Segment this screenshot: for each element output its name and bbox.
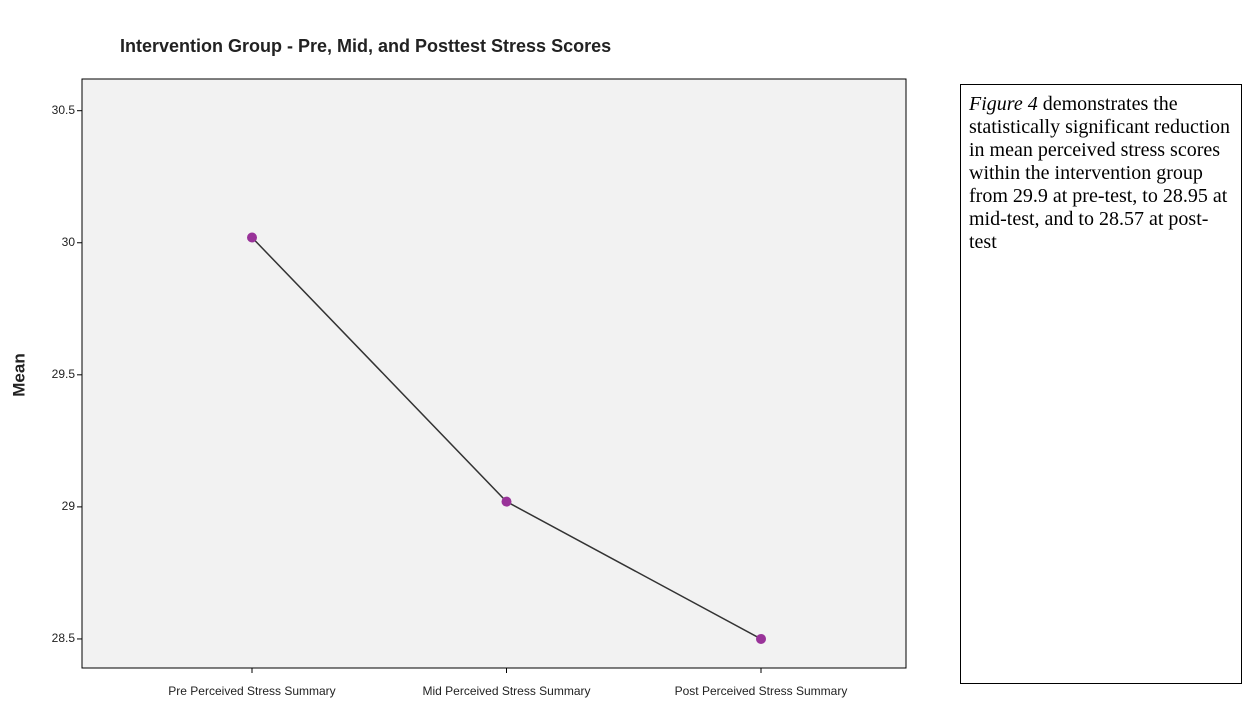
x-tick-label: Pre Perceived Stress Summary: [168, 684, 335, 698]
caption-box: Figure 4 demonstrates the statistically …: [960, 84, 1242, 684]
chart-title: Intervention Group - Pre, Mid, and Postt…: [120, 36, 611, 56]
y-tick-label: 29: [62, 499, 76, 513]
point: [756, 633, 766, 644]
x-tick-label: Post Perceived Stress Summary: [675, 684, 848, 698]
y-axis-label: Mean: [9, 353, 28, 396]
y-tick-label: 28.5: [52, 631, 76, 645]
point: [501, 496, 512, 507]
point: [247, 232, 257, 243]
y-tick-label: 29.5: [52, 367, 76, 381]
x-tick-label: Mid Perceived Stress Summary: [422, 684, 590, 698]
y-tick-label: 30.5: [52, 103, 76, 117]
caption-emphasis: Figure 4: [969, 93, 1038, 115]
chart: Intervention Group - Pre, Mid, and Postt…: [9, 36, 907, 698]
y-tick-label: 30: [62, 235, 76, 249]
plot-area: [81, 78, 907, 669]
caption-text: demonstrates the statistically significa…: [969, 93, 1231, 253]
